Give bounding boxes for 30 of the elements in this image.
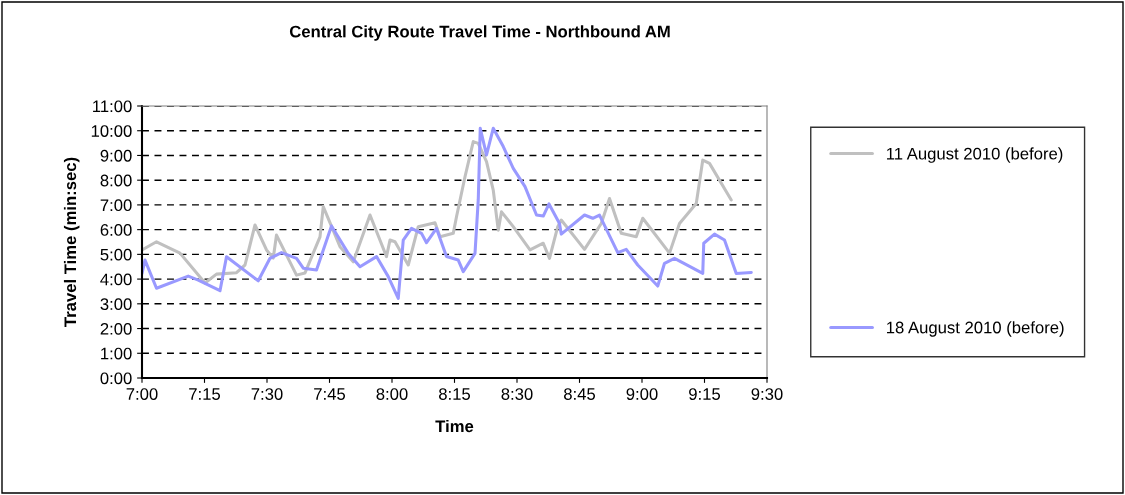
y-tick-label: 10:00: [91, 125, 132, 137]
y-tick-label: 0:00: [100, 372, 132, 385]
y-tick-label: 8:00: [100, 174, 132, 187]
y-tick-label: 2:00: [100, 322, 132, 335]
x-tick-label: 8:45: [564, 388, 596, 400]
y-tick-label: 7:00: [100, 199, 132, 212]
chart-title: Central City Route Travel Time - Northbound AM: [289, 25, 670, 41]
y-tick-label: 9:00: [100, 149, 132, 162]
x-tick-label: 8:30: [501, 388, 533, 400]
legend-label: 11 August 2010 (before): [887, 147, 1063, 163]
x-tick-label: 9:00: [626, 388, 658, 400]
x-tick-label: 7:30: [251, 388, 283, 400]
y-tick-label: 5:00: [100, 248, 132, 261]
x-tick-label: 8:00: [376, 388, 408, 400]
x-tick-label: 9:30: [751, 388, 783, 400]
y-tick-label: 4:00: [100, 273, 132, 286]
x-tick-label: 7:00: [126, 388, 158, 400]
line-series: [142, 140, 733, 285]
x-tick-label: 7:45: [314, 388, 346, 400]
y-axis-title: Travel Time (min:sec): [63, 157, 80, 327]
y-tick-label: 11:00: [93, 100, 132, 113]
legend-label: 18 August 2010 (before): [887, 321, 1064, 337]
x-axis-title: Time: [435, 419, 474, 433]
y-tick-label: 6:00: [100, 224, 132, 236]
x-tick-label: 7:15: [189, 388, 221, 400]
x-tick-label: 8:15: [439, 388, 471, 400]
x-tick-label: 9:15: [689, 388, 721, 400]
y-tick-label: 1:00: [101, 347, 132, 360]
y-tick-label: 3:00: [100, 298, 132, 311]
line-series: [142, 126, 753, 300]
